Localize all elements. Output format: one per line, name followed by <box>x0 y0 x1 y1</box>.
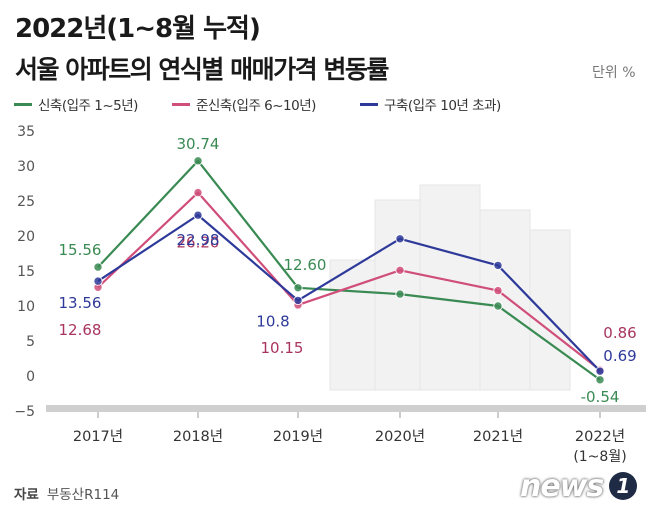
data-label: 0.86 <box>603 324 636 342</box>
chart-title-line2: 서울 아파트의 연식별 매매가격 변동률 <box>15 55 389 84</box>
data-label: 13.56 <box>59 294 102 312</box>
y-tick-label: 35 <box>17 124 35 140</box>
x-tick-label: 2021년 <box>473 428 523 445</box>
data-point <box>395 289 405 299</box>
y-tick-label: 5 <box>26 334 35 350</box>
legend-label-semi-new: 준신축(입주 6~10년) <box>196 98 316 114</box>
series-line <box>97 159 601 381</box>
data-point <box>493 301 503 311</box>
y-tick-label: 0 <box>26 369 35 385</box>
data-label: 30.74 <box>177 135 220 153</box>
y-tick-label: −5 <box>14 404 35 420</box>
x-tick-label: 2017년 <box>73 428 123 445</box>
x-tick-label: 2022년 <box>575 428 625 445</box>
data-label: 10.8 <box>256 312 289 330</box>
data-label: 26.20 <box>177 234 220 252</box>
x-axis <box>46 405 646 412</box>
source-label: 자료 <box>14 487 39 503</box>
data-label: 10.15 <box>261 339 304 357</box>
logo-text: news <box>520 468 604 504</box>
data-point <box>493 285 503 296</box>
data-point <box>395 265 405 275</box>
news1-logo: news 1 <box>520 468 638 504</box>
legend-item-semi-new: 준신축(입주 6~10년) <box>172 94 316 114</box>
series-line <box>97 214 601 372</box>
legend-label-new: 신축(입주 1~5년) <box>38 98 138 114</box>
data-point <box>293 295 303 306</box>
source-value: 부동산R114 <box>46 487 120 503</box>
legend-item-new: 신축(입주 1~5년) <box>14 94 138 114</box>
data-label: 12.60 <box>284 256 327 274</box>
data-point <box>193 187 203 198</box>
y-tick-label: 25 <box>17 194 35 210</box>
logo-badge: 1 <box>609 472 638 500</box>
unit-label: 단위 % <box>592 65 636 81</box>
legend-swatch-new <box>14 102 32 106</box>
legend-item-old: 구축(입주 10년 초과) <box>360 94 501 114</box>
x-tick-label: 2019년 <box>273 428 323 445</box>
data-point <box>93 262 103 272</box>
data-point <box>193 156 203 166</box>
legend-swatch-old <box>360 102 378 106</box>
data-label: 15.56 <box>59 241 102 259</box>
data-point <box>493 260 503 271</box>
y-tick-label: 15 <box>17 264 35 280</box>
building-illustration <box>329 184 571 391</box>
data-label: 0.69 <box>603 347 636 365</box>
data-point <box>93 276 103 286</box>
x-tick-sublabel: (1~8월) <box>573 449 626 465</box>
data-label: -0.54 <box>581 388 620 406</box>
data-label: 22.98 <box>177 231 220 249</box>
data-point <box>395 234 405 244</box>
y-tick-label: 30 <box>17 159 35 175</box>
data-point <box>193 210 203 220</box>
data-point <box>293 283 303 293</box>
source-note: 자료 부동산R114 <box>14 483 119 503</box>
data-point <box>595 366 605 376</box>
y-tick-label: 10 <box>17 299 35 315</box>
legend-label-old: 구축(입주 10년 초과) <box>384 98 501 114</box>
y-tick-label: 20 <box>17 229 35 245</box>
data-label: 12.68 <box>59 321 102 339</box>
legend-swatch-semi-new <box>172 102 190 106</box>
chart-title-line1: 2022년(1~8월 누적) <box>15 14 261 44</box>
x-tick-label: 2018년 <box>173 428 223 445</box>
series-line <box>97 191 601 371</box>
x-tick-label: 2020년 <box>375 428 425 445</box>
data-point <box>595 375 605 385</box>
